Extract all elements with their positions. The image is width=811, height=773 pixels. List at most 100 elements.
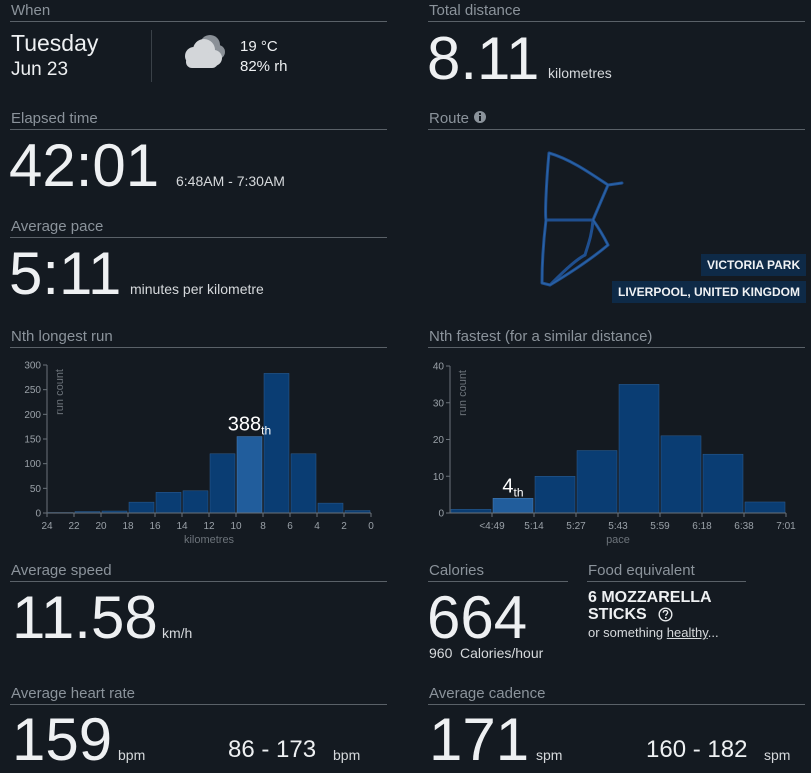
current-run-bar[interactable] (492, 498, 534, 514)
pace-value: 5:11 (9, 240, 122, 307)
when-divider (10, 21, 387, 22)
cadence-range-unit: spm (764, 747, 791, 763)
histogram-bar[interactable] (290, 453, 317, 514)
fastest-chart: 0 10 20 30 40 run count <4:49 5:14 5:27 5:43 5:59 6… (433, 362, 796, 547)
histogram-bar[interactable] (744, 501, 786, 514)
rank-annotation: 4th (502, 475, 523, 499)
histogram-bar[interactable] (618, 384, 660, 514)
x-tick-label: 0 (368, 521, 374, 532)
x-tick-label: 18 (122, 521, 134, 532)
heart-range-unit: bpm (333, 747, 361, 763)
histogram-bar[interactable] (263, 373, 290, 514)
histogram-bar[interactable] (128, 501, 155, 514)
x-tick-label: 16 (149, 521, 161, 532)
y-tick-label: 300 (24, 361, 41, 372)
day-of-week: Tuesday (11, 30, 99, 56)
when-separator (151, 30, 152, 82)
histogram-bar[interactable] (317, 502, 344, 514)
x-tick-label: 20 (95, 521, 107, 532)
heart-label: Average heart rate (11, 685, 135, 702)
histogram-bar[interactable] (576, 450, 618, 514)
histogram-bar[interactable] (182, 490, 209, 514)
longest-run-label: Nth longest run (11, 328, 113, 345)
y-tick-label: 150 (24, 435, 41, 446)
rank-value: 4 (502, 475, 513, 497)
healthy-link[interactable]: healthy (666, 625, 708, 640)
heart-unit: bpm (118, 747, 146, 763)
calories-label: Calories (429, 562, 485, 579)
help-icon[interactable] (658, 607, 673, 622)
y-tick-label: 200 (24, 410, 41, 421)
y-tick-label: 100 (24, 459, 41, 470)
x-tick-label: 5:59 (650, 521, 670, 532)
food-or-text: or something (588, 625, 664, 640)
calories-rate-unit: Calories/hour (460, 645, 544, 661)
food-line-2: STICKS (588, 606, 647, 623)
y-tick-label: 40 (433, 362, 445, 373)
food-label: Food equivalent (588, 562, 695, 579)
x-tick-label: 22 (68, 521, 80, 532)
rank-annotation: 388th (228, 414, 271, 438)
temperature: 19 °C (240, 38, 278, 55)
distance-divider (428, 21, 805, 22)
heart-value: 159 (12, 706, 113, 773)
longest-run-divider (10, 347, 387, 348)
histogram-bar[interactable] (660, 435, 702, 514)
x-tick-label: 5:14 (524, 521, 544, 532)
rank-suffix: th (514, 485, 524, 499)
route-label: Route (429, 110, 470, 127)
x-tick-label: <4:49 (479, 521, 505, 532)
route-divider (428, 129, 805, 130)
x-tick-label: 5:27 (566, 521, 586, 532)
y-tick-label: 250 (24, 385, 41, 396)
distance-value: 8.11 (427, 25, 540, 92)
food-ellipsis: ... (707, 625, 719, 640)
fastest-divider (428, 347, 805, 348)
histogram-bar[interactable] (702, 453, 744, 514)
food-line-1: 6 MOZZARELLA (588, 589, 712, 606)
speed-label: Average speed (11, 562, 112, 579)
pace-divider (10, 237, 387, 238)
rank-value: 388 (228, 414, 261, 436)
cadence-unit: spm (536, 747, 563, 763)
histogram-bar[interactable] (534, 476, 576, 514)
elapsed-divider (10, 129, 387, 130)
y-tick-label: 30 (433, 398, 445, 409)
calories-value: 664 (427, 584, 528, 651)
y-tick-label: 50 (30, 484, 42, 495)
elapsed-label: Elapsed time (11, 110, 98, 127)
calories-rate-value: 960 (429, 645, 453, 661)
speed-divider (10, 581, 387, 582)
x-tick-label: 10 (230, 521, 242, 532)
run-date: Jun 23 (11, 59, 69, 80)
city-tag: LIVERPOOL, UNITED KINGDOM (612, 281, 807, 303)
pace-label: Average pace (11, 218, 104, 235)
x-axis-title: kilometres (184, 534, 235, 546)
current-run-bar[interactable] (236, 436, 263, 514)
histogram-bar[interactable] (209, 453, 236, 514)
x-tick-label: 24 (41, 521, 53, 532)
x-tick-label: 2 (341, 521, 347, 532)
food-divider (587, 581, 746, 582)
y-tick-label: 0 (35, 509, 41, 520)
distance-unit: kilometres (548, 65, 612, 81)
y-axis-title: run count (457, 370, 469, 416)
heart-range: 86 - 173 (228, 736, 317, 763)
x-tick-label: 8 (260, 521, 266, 532)
speed-value: 11.58 (12, 584, 158, 651)
y-tick-label: 10 (433, 472, 445, 483)
route-map[interactable] (530, 145, 640, 295)
elapsed-value: 42:01 (9, 132, 160, 199)
x-axis-title: pace (606, 534, 630, 546)
x-tick-label: 14 (176, 521, 188, 532)
humidity: 82% rh (240, 58, 288, 75)
histogram-bar[interactable] (450, 509, 492, 514)
x-tick-label: 6:38 (734, 521, 754, 532)
cadence-divider (428, 704, 805, 705)
pace-unit: minutes per kilometre (130, 281, 264, 297)
info-icon[interactable] (473, 110, 487, 124)
x-tick-label: 4 (314, 521, 320, 532)
histogram-bar[interactable] (155, 492, 182, 514)
park-tag: VICTORIA PARK (701, 254, 807, 276)
